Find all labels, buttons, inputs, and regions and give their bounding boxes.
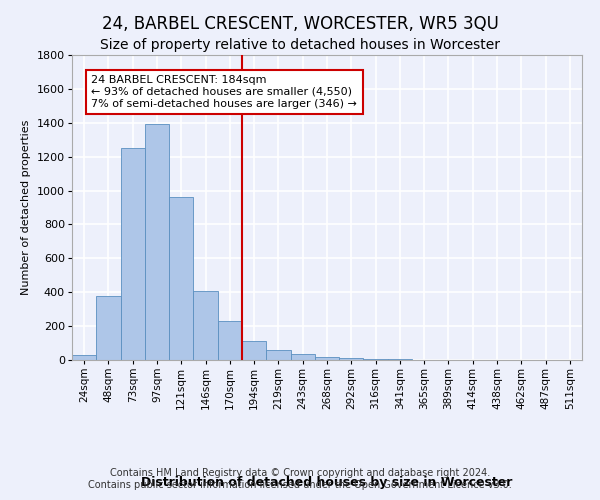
Bar xyxy=(266,350,290,360)
Bar xyxy=(145,124,169,360)
Y-axis label: Number of detached properties: Number of detached properties xyxy=(22,120,31,295)
Text: 24 BARBEL CRESCENT: 184sqm
← 93% of detached houses are smaller (4,550)
7% of se: 24 BARBEL CRESCENT: 184sqm ← 93% of deta… xyxy=(91,76,358,108)
Bar xyxy=(218,321,242,360)
Bar xyxy=(169,198,193,360)
Bar xyxy=(364,359,388,360)
Bar xyxy=(72,355,96,360)
Bar xyxy=(290,354,315,360)
Bar xyxy=(315,357,339,360)
Text: Size of property relative to detached houses in Worcester: Size of property relative to detached ho… xyxy=(100,38,500,52)
Text: 24, BARBEL CRESCENT, WORCESTER, WR5 3QU: 24, BARBEL CRESCENT, WORCESTER, WR5 3QU xyxy=(101,15,499,33)
X-axis label: Distribution of detached houses by size in Worcester: Distribution of detached houses by size … xyxy=(142,476,512,488)
Bar xyxy=(242,342,266,360)
Bar xyxy=(121,148,145,360)
Text: Contains HM Land Registry data © Crown copyright and database right 2024.
Contai: Contains HM Land Registry data © Crown c… xyxy=(88,468,512,490)
Bar xyxy=(193,290,218,360)
Bar xyxy=(96,296,121,360)
Bar xyxy=(339,358,364,360)
